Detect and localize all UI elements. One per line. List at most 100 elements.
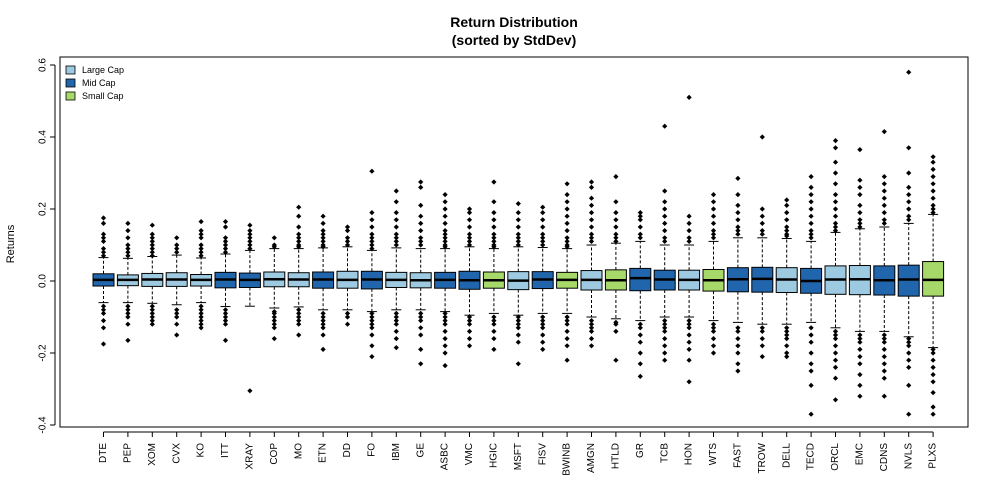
outlier-point — [564, 357, 570, 363]
outlier-point — [515, 361, 521, 367]
outlier-point — [198, 235, 204, 241]
outlier-point — [418, 346, 424, 352]
outlier-point — [174, 307, 180, 313]
outlier-point — [881, 181, 887, 187]
outlier-point — [100, 238, 107, 244]
outlier-point — [418, 361, 424, 367]
outlier-point — [906, 336, 912, 342]
outlier-point — [442, 343, 448, 349]
y-axis: -0.4 -0.2 0.0 0.2 0.4 0.6 — [38, 58, 56, 434]
legend-label: Mid Cap — [82, 78, 116, 88]
outlier-point — [149, 222, 155, 228]
outlier-point — [369, 343, 375, 349]
outlier-point — [662, 343, 668, 349]
outlier-point — [100, 246, 107, 252]
outlier-point — [906, 382, 912, 388]
outlier-point — [808, 213, 814, 219]
outlier-point — [637, 217, 643, 223]
outlier-point — [930, 210, 936, 216]
outlier-point — [442, 350, 448, 356]
outlier-point — [491, 318, 497, 324]
outlier-point — [710, 321, 717, 327]
outlier-point — [247, 238, 253, 244]
outlier-point — [613, 238, 619, 244]
x-tick-label-DTE: DTE — [98, 443, 109, 463]
outlier-point — [808, 184, 814, 190]
outlier-point — [784, 328, 790, 334]
outlier-point — [588, 325, 595, 331]
outlier-point — [174, 246, 180, 252]
outlier-point — [149, 238, 155, 244]
outlier-point — [906, 217, 912, 223]
outlier-point — [564, 336, 570, 342]
outlier-point — [588, 328, 595, 334]
chart-title: Return Distribution — [450, 14, 578, 30]
outlier-point — [930, 154, 936, 160]
outlier-point — [198, 314, 204, 320]
legend: Large Cap Mid Cap Small Cap — [65, 65, 124, 101]
outlier-point — [320, 213, 326, 219]
outlier-point — [491, 328, 497, 334]
x-tick-label-IBM: IBM — [391, 443, 402, 461]
outlier-point — [881, 210, 887, 216]
outlier-point — [564, 244, 570, 250]
outlier-point — [466, 318, 473, 324]
outlier-point — [296, 310, 302, 316]
outlier-point — [491, 210, 497, 216]
outlier-point — [564, 181, 570, 187]
outlier-point — [564, 199, 570, 205]
outlier-point — [662, 321, 668, 327]
outlier-point — [686, 346, 692, 352]
outlier-point — [393, 328, 399, 334]
outlier-point — [125, 307, 131, 313]
outlier-point — [759, 220, 765, 226]
outlier-point — [857, 346, 863, 352]
outlier-point — [369, 246, 375, 252]
outlier-point — [881, 195, 887, 201]
x-tick-label-WTS: WTS — [708, 443, 719, 466]
outlier-point — [442, 310, 448, 316]
outlier-point — [491, 346, 497, 352]
outlier-point — [759, 213, 765, 219]
outlier-point — [174, 321, 180, 327]
outlier-point — [613, 231, 619, 237]
outlier-point — [808, 235, 814, 241]
outlier-point — [296, 244, 302, 250]
outlier-point — [393, 318, 399, 324]
outlier-point — [369, 231, 375, 237]
outlier-point — [222, 337, 229, 343]
x-tick-label-TROW: TROW — [757, 442, 768, 473]
outlier-point — [564, 206, 570, 212]
outlier-point — [491, 224, 497, 230]
outlier-point — [344, 224, 351, 230]
outlier-point — [759, 354, 765, 360]
outlier-point — [588, 184, 595, 190]
outlier-point — [662, 188, 668, 194]
outlier-point — [149, 314, 155, 320]
outlier-point — [735, 328, 741, 334]
outlier-point — [784, 224, 790, 230]
outlier-point — [735, 175, 741, 181]
outlier-point — [100, 220, 107, 226]
outlier-point — [198, 242, 204, 248]
outlier-point — [662, 318, 668, 324]
outlier-point — [369, 217, 375, 223]
outlier-point — [125, 220, 131, 226]
outlier-point — [393, 235, 399, 241]
x-tick-label-FISV: FISV — [537, 443, 548, 466]
outlier-point — [418, 228, 424, 234]
outlier-point — [515, 201, 521, 207]
outlier-point — [247, 242, 253, 248]
outlier-point — [418, 242, 424, 248]
outlier-point — [491, 235, 497, 241]
outlier-point — [930, 206, 936, 212]
outlier-point — [149, 246, 155, 252]
outlier-point — [222, 224, 229, 230]
outlier-point — [930, 357, 936, 363]
outlier-point — [149, 253, 155, 259]
outlier-point — [100, 307, 107, 313]
plot-area — [92, 69, 945, 417]
outlier-point — [588, 202, 595, 208]
outlier-point — [784, 325, 790, 331]
x-tick-label-MO: MO — [293, 443, 304, 459]
